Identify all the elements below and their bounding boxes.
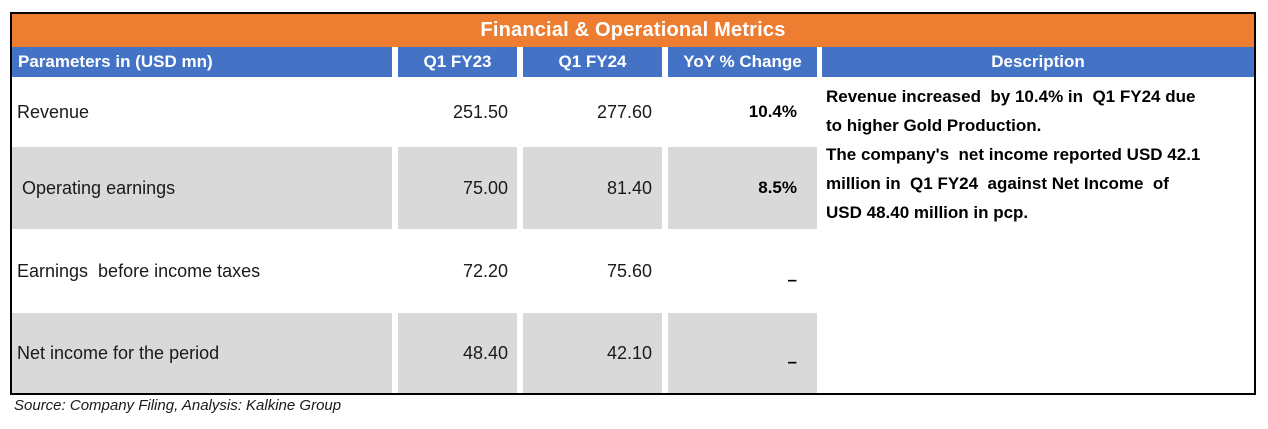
q1-fy24-value: 81.40: [523, 147, 662, 229]
row-label: Earnings before income taxes: [17, 260, 261, 281]
q1-fy24-value: 75.60: [606, 260, 652, 281]
header-parameters: Parameters in (USD mn): [12, 47, 392, 77]
source-note: Source: Company Filing, Analysis: Kalkin…: [14, 397, 342, 414]
header-q1-fy24: Q1 FY24: [523, 47, 662, 77]
yoy-value-text: 10.4%: [748, 102, 797, 121]
table-row-earnings-before-taxes: Earnings before income taxes 72.20 75.60…: [12, 229, 817, 313]
table-row-net-income: Net income for the period 48.40 42.10 –: [12, 313, 817, 393]
description-text: Revenue increased by 10.4% in Q1 FY24 du…: [826, 87, 1201, 222]
yoy-value: –: [668, 229, 817, 313]
q1-fy23-value: 251.50: [452, 101, 508, 122]
yoy-value: 10.4%: [668, 77, 817, 147]
table-row-revenue: Revenue 251.50 277.60 10.4%: [12, 77, 817, 147]
yoy-value: –: [668, 313, 817, 393]
table-header-row: Parameters in (USD mn) Q1 FY23 Q1 FY24 Y…: [12, 47, 1254, 77]
q1-fy23-value: 48.40: [398, 313, 517, 393]
yoy-value-text: 8.5%: [758, 178, 797, 197]
table-body: Revenue 251.50 277.60 10.4% Operating ea…: [12, 77, 1254, 393]
row-label: Net income for the period: [12, 313, 392, 393]
q1-fy23-value: 72.20: [462, 260, 508, 281]
row-label: Revenue: [17, 101, 90, 122]
q1-fy24-value: 42.10: [523, 313, 662, 393]
yoy-dash: –: [787, 270, 797, 289]
header-q1-fy23: Q1 FY23: [398, 47, 517, 77]
table-title: Financial & Operational Metrics: [12, 14, 1254, 47]
yoy-dash: –: [787, 352, 797, 371]
header-description: Description: [822, 47, 1254, 77]
row-label: Operating earnings: [12, 147, 392, 229]
q1-fy24-value: 277.60: [596, 101, 652, 122]
metrics-columns: Revenue 251.50 277.60 10.4% Operating ea…: [12, 77, 817, 393]
header-yoy-change: YoY % Change: [668, 47, 817, 77]
yoy-value: 8.5%: [668, 147, 817, 229]
table-row-operating-earnings: Operating earnings 75.00 81.40 8.5%: [12, 147, 817, 229]
q1-fy23-value: 75.00: [398, 147, 517, 229]
financial-metrics-table: Financial & Operational Metrics Paramete…: [10, 12, 1256, 395]
